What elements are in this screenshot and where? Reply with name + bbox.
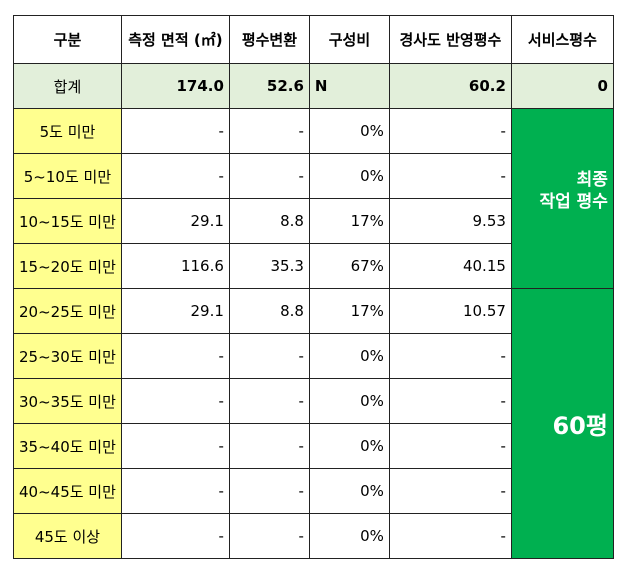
final-work-label-cell: 최종 작업 평수 (510, 108, 614, 289)
row-label: 35~40도 미만 (13, 423, 122, 469)
row-label: 40~45도 미만 (13, 468, 122, 514)
row-area: - (120, 423, 230, 469)
row-label: 25~30도 미만 (13, 333, 122, 379)
final-value-cell: 60평 (510, 288, 614, 559)
row-slope-pyeong: - (388, 513, 512, 559)
header-ratio: 구성비 (308, 15, 390, 64)
row-pyeong: - (228, 378, 310, 424)
row-ratio: 0% (308, 153, 390, 199)
row-label: 5도 미만 (13, 108, 122, 154)
table-row: 15~20도 미만 116.6 35.3 67% 40.15 (13, 243, 614, 289)
row-slope-pyeong: - (388, 333, 512, 379)
row-area: 29.1 (120, 288, 230, 334)
total-label: 합계 (13, 63, 122, 109)
row-pyeong: - (228, 513, 310, 559)
row-area: 29.1 (120, 198, 230, 244)
row-label: 30~35도 미만 (13, 378, 122, 424)
row-area: - (120, 108, 230, 154)
row-area: - (120, 513, 230, 559)
row-ratio: 0% (308, 423, 390, 469)
row-area: - (120, 378, 230, 424)
table-row: 20~25도 미만 29.1 8.8 17% 10.57 60평 (13, 288, 614, 559)
row-pyeong: 8.8 (228, 288, 310, 334)
table-row: 25~30도 미만 - - 0% - (13, 333, 614, 379)
row-label: 5~10도 미만 (13, 153, 122, 199)
slope-area-table: 구분 측정 면적 (㎡) 평수변환 구성비 경사도 반영평수 서비스평수 합계 … (13, 15, 614, 559)
header-pyeong-conversion: 평수변환 (228, 15, 310, 64)
row-area: - (120, 153, 230, 199)
header-slope-pyeong: 경사도 반영평수 (388, 15, 512, 64)
row-slope-pyeong: - (388, 153, 512, 199)
header-row: 구분 측정 면적 (㎡) 평수변환 구성비 경사도 반영평수 서비스평수 (13, 15, 614, 64)
row-ratio: 0% (308, 108, 390, 154)
row-label: 20~25도 미만 (13, 288, 122, 334)
row-ratio: 0% (308, 468, 390, 514)
row-pyeong: 35.3 (228, 243, 310, 289)
row-slope-pyeong: 9.53 (388, 198, 512, 244)
row-pyeong: - (228, 333, 310, 379)
row-slope-pyeong: - (388, 423, 512, 469)
row-ratio: 0% (308, 513, 390, 559)
row-ratio: 0% (308, 378, 390, 424)
total-row: 합계 174.0 52.6 N 60.2 0 (13, 63, 614, 109)
row-ratio: 17% (308, 198, 390, 244)
row-slope-pyeong: 10.57 (388, 288, 512, 334)
table-row: 5~10도 미만 - - 0% - (13, 153, 614, 199)
row-area: - (120, 468, 230, 514)
row-slope-pyeong: - (388, 468, 512, 514)
table-row: 35~40도 미만 - - 0% - (13, 423, 614, 469)
header-service-pyeong: 서비스평수 (510, 15, 614, 64)
slope-area-table-container: 구분 측정 면적 (㎡) 평수변환 구성비 경사도 반영평수 서비스평수 합계 … (13, 15, 614, 559)
row-label: 15~20도 미만 (13, 243, 122, 289)
row-pyeong: 8.8 (228, 198, 310, 244)
final-label-line1: 최종 (576, 170, 608, 190)
row-ratio: 67% (308, 243, 390, 289)
total-pyeong: 52.6 (228, 63, 310, 109)
total-area: 174.0 (120, 63, 230, 109)
header-category: 구분 (13, 15, 122, 64)
table-row: 5도 미만 - - 0% - 최종 작업 평수 (13, 108, 614, 289)
final-label-line2: 작업 평수 (539, 192, 608, 212)
total-slope-pyeong: 60.2 (388, 63, 512, 109)
row-area: 116.6 (120, 243, 230, 289)
row-pyeong: - (228, 468, 310, 514)
row-pyeong: - (228, 108, 310, 154)
row-ratio: 17% (308, 288, 390, 334)
total-ratio: N (308, 63, 390, 109)
table-row: 45도 이상 - - 0% - (13, 513, 614, 559)
row-slope-pyeong: - (388, 108, 512, 154)
total-service: 0 (510, 63, 614, 109)
table-row: 40~45도 미만 - - 0% - (13, 468, 614, 514)
row-slope-pyeong: 40.15 (388, 243, 512, 289)
header-measured-area: 측정 면적 (㎡) (120, 15, 230, 64)
row-label: 45도 이상 (13, 513, 122, 559)
row-pyeong: - (228, 153, 310, 199)
row-area: - (120, 333, 230, 379)
row-ratio: 0% (308, 333, 390, 379)
row-pyeong: - (228, 423, 310, 469)
row-label: 10~15도 미만 (13, 198, 122, 244)
row-slope-pyeong: - (388, 378, 512, 424)
